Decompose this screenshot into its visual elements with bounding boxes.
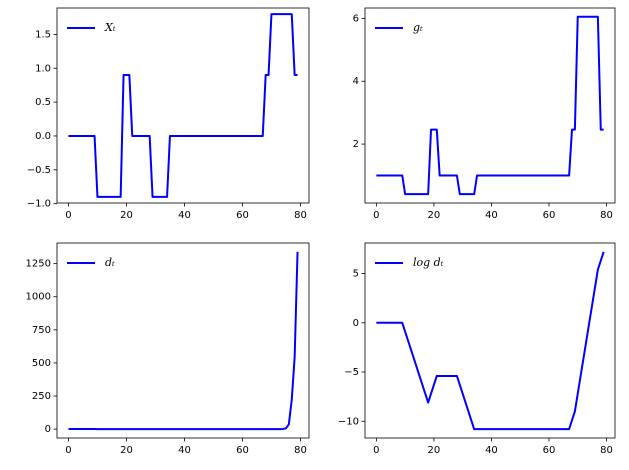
x-tick-label: 60 — [236, 210, 249, 221]
y-tick-label: 0 — [45, 424, 51, 435]
axes-frame — [56, 242, 310, 439]
x-tick-label: 0 — [65, 210, 71, 221]
legend-label: dₜ — [105, 256, 115, 269]
y-tick-label: −1.0 — [27, 199, 51, 210]
data-line — [68, 13, 298, 198]
y-tick-label: 1.5 — [35, 29, 51, 40]
y-tick-label: 4 — [353, 76, 359, 87]
x-tick-label: 40 — [178, 210, 191, 221]
y-tick-label: 1.0 — [35, 63, 51, 74]
y-tick-label: 0.5 — [35, 97, 51, 108]
x-tick-label: 80 — [600, 445, 613, 456]
data-line — [376, 251, 605, 431]
legend-label: Xₜ — [104, 21, 116, 34]
subplot: 0 20 40 60 80 0 250 500 750 1000 1250 dₜ — [26, 242, 310, 456]
plot-area — [68, 13, 298, 198]
legend-label: gₜ — [413, 21, 423, 34]
axes-frame — [364, 242, 616, 439]
x-tick-label: 60 — [543, 210, 556, 221]
y-tick-label: 750 — [32, 325, 51, 336]
y-tick-label: 6 — [353, 13, 359, 24]
y-tick-label: −5 — [344, 367, 359, 378]
data-line — [376, 15, 604, 196]
y-tick-label: 0 — [353, 318, 359, 329]
axes-frame — [364, 7, 616, 204]
x-tick-label: 80 — [294, 445, 307, 456]
x-tick-label: 20 — [120, 445, 133, 456]
x-tick-label: 40 — [178, 445, 191, 456]
x-tick-label: 40 — [485, 210, 498, 221]
subplot: 0 20 40 60 80 2 4 6 gₜ — [353, 7, 616, 221]
y-tick-label: 2 — [353, 139, 359, 150]
y-tick-label: 0.0 — [35, 131, 51, 142]
plot-area — [68, 251, 299, 431]
data-line — [68, 251, 299, 431]
x-tick-label: 60 — [236, 445, 249, 456]
y-tick-label: −0.5 — [27, 165, 51, 176]
x-tick-label: 0 — [65, 445, 71, 456]
x-tick-label: 0 — [373, 210, 379, 221]
x-tick-label: 40 — [485, 445, 498, 456]
subplot: 0 20 40 60 80 −10 −5 0 5 log dₜ — [338, 242, 616, 456]
y-tick-label: 250 — [32, 391, 51, 402]
y-tick-label: 500 — [32, 358, 51, 369]
x-tick-label: 20 — [428, 210, 441, 221]
x-tick-label: 80 — [294, 210, 307, 221]
x-tick-label: 20 — [428, 445, 441, 456]
x-tick-label: 80 — [600, 210, 613, 221]
plot-area — [376, 251, 605, 431]
y-tick-label: 1250 — [26, 259, 51, 270]
subplot: 0 20 40 60 80 −1.0 −0.5 0.0 0.5 1.0 1.5 Xₜ — [27, 7, 310, 221]
axes-frame — [56, 7, 310, 204]
legend-label: log dₜ — [413, 256, 444, 269]
x-tick-label: 20 — [120, 210, 133, 221]
y-tick-label: −10 — [338, 416, 359, 427]
x-tick-label: 0 — [373, 445, 379, 456]
plot-area — [376, 15, 604, 196]
x-tick-label: 60 — [543, 445, 556, 456]
y-tick-label: 1000 — [26, 292, 51, 303]
y-tick-label: 5 — [353, 269, 359, 280]
